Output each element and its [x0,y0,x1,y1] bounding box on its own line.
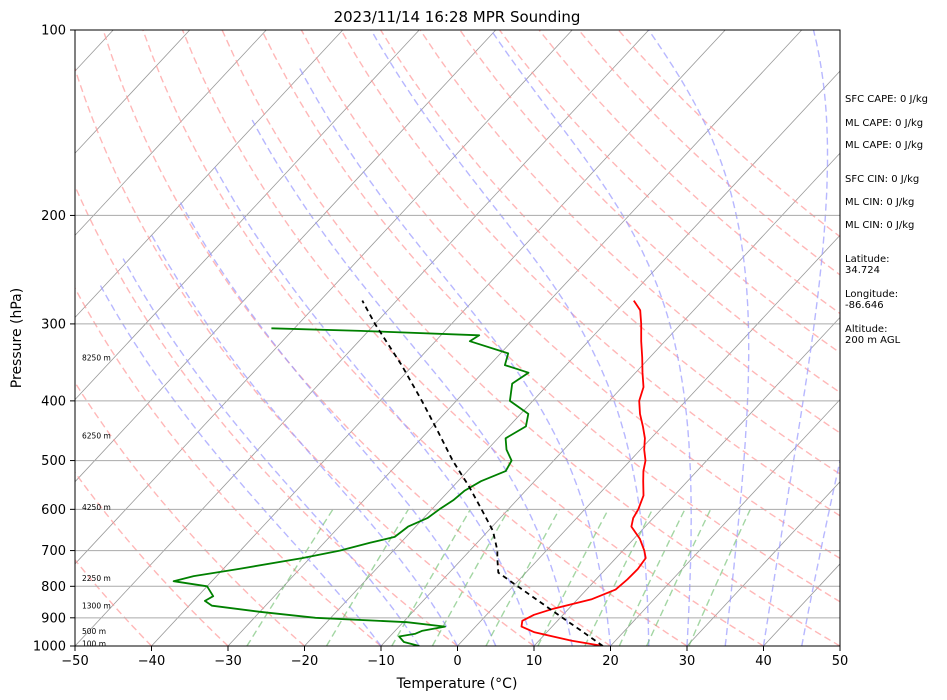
dry-adiabat-line [75,558,153,646]
height-label: 100 m [82,639,106,648]
dry-adiabat-line [380,30,840,475]
dry-adiabat-line [498,30,840,354]
dry-adiabat-line [221,30,840,646]
x-tick-label: 50 [832,654,849,669]
height-label: 4250 m [82,503,111,512]
dry-adiabat-line [459,30,840,394]
moist-adiabat-line [298,67,612,646]
info-panel: SFC CAPE: 0 J/kg ML CAPE: 0 J/kg ML CAPE… [845,94,928,346]
dry-adiabat-line [75,66,535,646]
x-axis-ticks: −50 −40 −30 −20 −10 0 10 20 30 40 50 [61,646,848,669]
mu-cape-text: ML CAPE: 0 J/kg [845,140,923,151]
y-tick-label: 400 [41,394,66,409]
sfc-cin-text: SFC CIN: 0 J/kg [845,174,919,185]
isotherm-line [75,30,191,154]
isotherm-line [75,30,650,646]
sounding-profiles [172,300,647,646]
mu-cin-text: ML CIN: 0 J/kg [845,220,914,231]
x-tick-label: 0 [453,654,461,669]
x-tick-label: 40 [755,654,772,669]
altitude-label: Altitude: [845,324,887,335]
height-label: 2250 m [82,574,111,583]
height-label: 1300 m [82,602,111,611]
isotherm-line [457,234,840,646]
dry-adiabat-line [75,184,458,646]
x-tick-label: −50 [61,654,88,669]
isotherm-line [686,481,840,646]
moist-adiabat-line [99,285,382,646]
y-tick-label: 600 [41,503,66,518]
x-tick-label: −40 [138,654,165,669]
dry-adiabat-line [75,286,382,646]
dry-adiabat-line [75,381,305,646]
height-label: 8250 m [82,353,111,362]
temperature-line [520,300,647,646]
moist-adiabat-line [762,30,829,646]
x-tick-label: −30 [214,654,241,669]
y-axis-label: Pressure (hPa) [9,288,25,388]
x-tick-label: −10 [367,654,394,669]
dry-adiabat-line [538,30,840,315]
y-axis-ticks: 1000 900 800 700 600 500 400 300 200 100 [33,24,75,655]
latitude-value: 34.724 [845,265,880,276]
isotherm-line [151,30,726,646]
y-tick-label: 1000 [33,640,66,655]
background-lines [75,30,840,646]
dry-adiabat-line [419,30,840,434]
moist-adiabat-line [370,30,650,646]
y-tick-label: 700 [41,544,66,559]
y-tick-label: 300 [41,317,66,332]
moist-adiabat-line [122,258,420,646]
altitude-value: 200 m AGL [845,335,901,346]
isotherm-line [610,399,840,646]
y-tick-label: 900 [41,611,66,626]
longitude-value: -86.646 [845,300,884,311]
x-tick-label: −20 [291,654,318,669]
isotherm-line [75,30,497,483]
isotherm-line [380,152,840,646]
x-tick-label: 20 [602,654,619,669]
ml-cin-text: ML CIN: 0 J/kg [845,197,914,208]
y-tick-label: 500 [41,454,66,469]
parcel-line [361,300,604,646]
x-axis-label: Temperature (°C) [396,676,518,692]
height-labels: 100 m 500 m 1300 m 2250 m 4250 m 6250 m 8250 m [82,353,111,648]
height-label: 6250 m [82,431,111,440]
isotherm-line [75,30,344,319]
dry-adiabat-line [181,30,764,646]
latitude-label: Latitude: [845,254,890,265]
dry-adiabat-line [261,30,840,603]
dewpoint-line [172,327,530,646]
dry-adiabat-line [75,471,229,646]
y-tick-label: 200 [41,209,66,224]
isotherm-line [304,70,840,646]
y-tick-label: 800 [41,580,66,595]
x-tick-label: 10 [526,654,543,669]
ml-cape-text: ML CAPE: 0 J/kg [845,118,923,129]
moist-adiabat-line [179,201,497,646]
moist-adiabat-line [801,457,840,646]
moist-adiabat-line [251,119,573,646]
isotherm-line [227,30,803,646]
dry-adiabat-line [300,30,840,560]
chart-title: 2023/11/14 16:28 MPR Sounding [334,8,581,26]
isotherm-line [75,30,267,236]
sfc-cape-text: SFC CAPE: 0 J/kg [845,94,928,105]
isotherm-line [75,30,420,401]
height-label: 500 m [82,627,106,636]
moist-adiabat-line [490,30,692,646]
x-tick-label: 30 [679,654,696,669]
moist-adiabat-line [648,30,750,646]
longitude-label: Longitude: [845,289,898,300]
isotherm-line [533,316,840,646]
isotherm-line [75,30,573,565]
dry-adiabat-line [102,30,611,646]
y-tick-label: 100 [41,24,66,39]
